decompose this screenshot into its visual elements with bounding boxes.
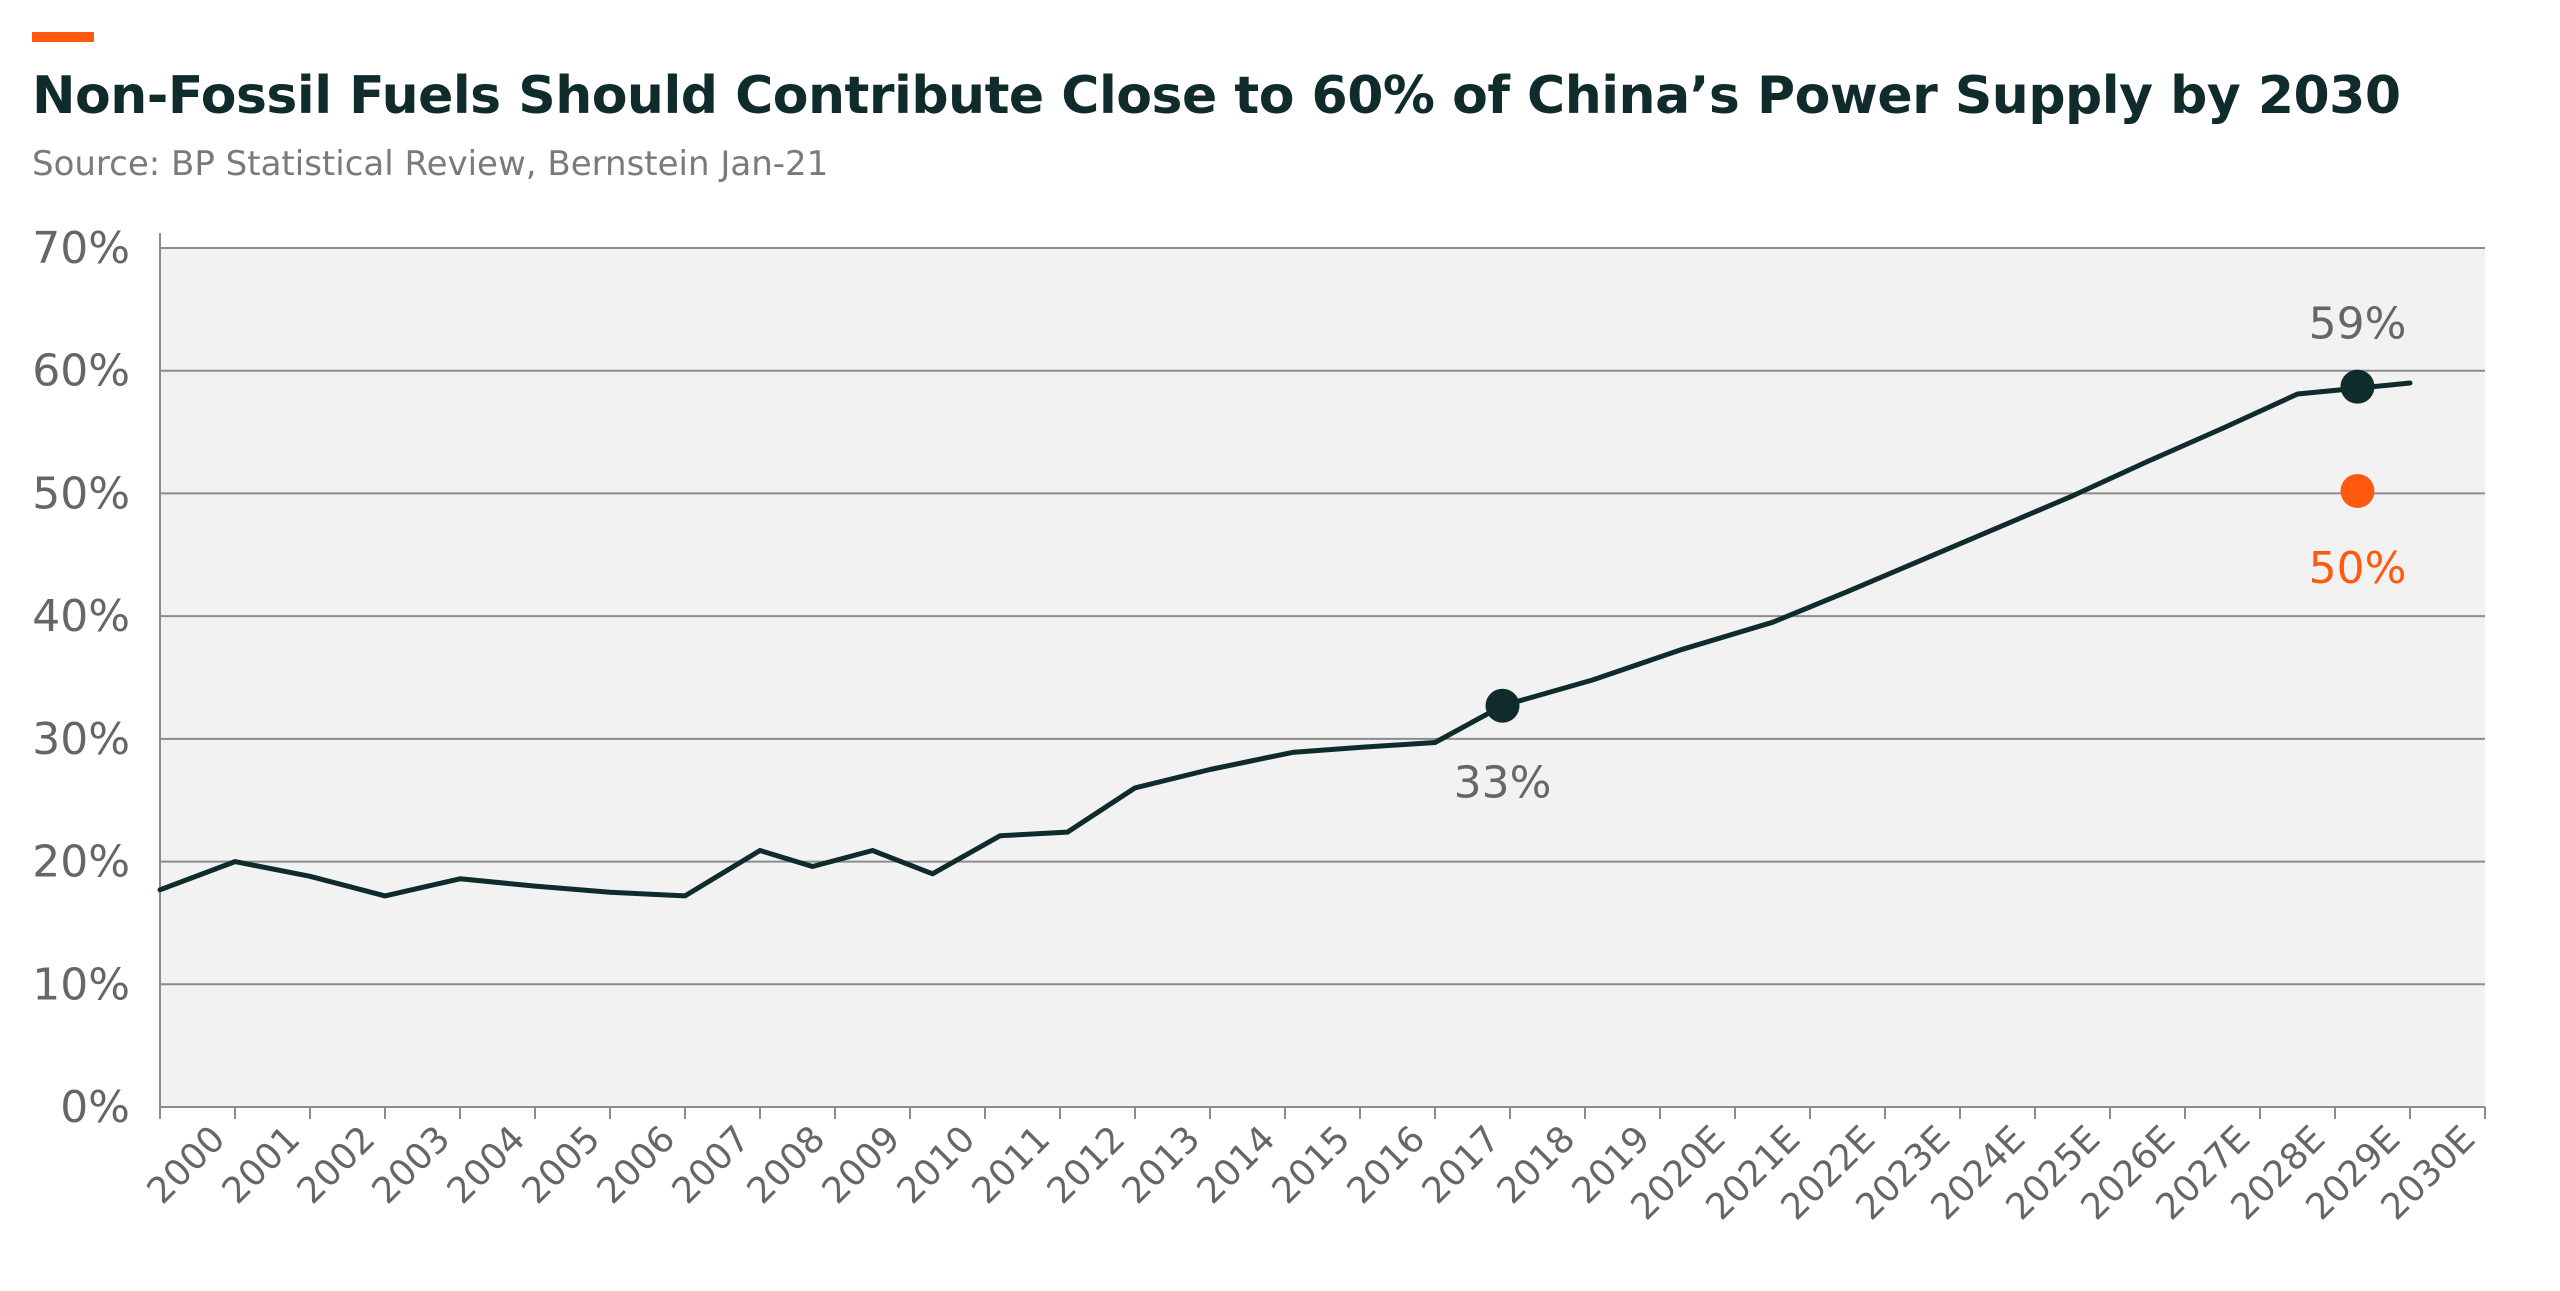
x-tick-label: 2011 xyxy=(965,1118,1059,1212)
y-axis-ticks: 0% 10% 20% 30% 40% 50% 60% 70% xyxy=(32,223,130,1133)
data-label: 50% xyxy=(2309,543,2407,594)
chart-title: Non-Fossil Fuels Should Contribute Close… xyxy=(32,66,2401,126)
chart-source: Source: BP Statistical Review, Bernstein… xyxy=(32,144,829,184)
data-point-marker xyxy=(2340,369,2375,404)
y-tick-label: 10% xyxy=(32,959,130,1010)
x-tick-label: 2016 xyxy=(1340,1118,1434,1212)
y-tick-label: 20% xyxy=(32,837,130,888)
annotation-layer: 33% 59% 50% xyxy=(1454,299,2407,809)
gridlines xyxy=(160,247,2485,1108)
x-tick-label: 2004 xyxy=(440,1118,534,1212)
x-tick-label: 2005 xyxy=(515,1118,609,1212)
x-tick-label: 2010 xyxy=(890,1118,984,1212)
x-tick-label: 2002 xyxy=(290,1118,384,1212)
axes xyxy=(159,233,2486,1119)
data-point-marker xyxy=(2340,473,2375,508)
x-tick-label: 2013 xyxy=(1115,1118,1209,1212)
x-tick-label: 2003 xyxy=(365,1118,459,1212)
y-tick-label: 70% xyxy=(32,223,130,274)
series-layer xyxy=(157,380,2413,899)
x-tick-label: 2009 xyxy=(815,1118,909,1212)
data-point-marker xyxy=(1485,688,1520,723)
plot-area xyxy=(160,248,2485,1107)
y-tick-label: 50% xyxy=(32,468,130,519)
y-tick-label: 0% xyxy=(60,1082,130,1133)
x-axis-ticks: 2000200120022003200420052006200720082009… xyxy=(140,1118,2484,1228)
y-tick-label: 60% xyxy=(32,346,130,397)
x-tick-label: 2008 xyxy=(740,1118,834,1212)
x-tick-label: 2018 xyxy=(1490,1118,1584,1212)
x-tick-label: 2017 xyxy=(1415,1118,1509,1212)
x-tick-label: 2014 xyxy=(1190,1118,1284,1212)
x-tick-label: 2012 xyxy=(1040,1118,1134,1212)
x-tick-label: 2015 xyxy=(1265,1118,1359,1212)
data-label: 33% xyxy=(1454,758,1552,809)
y-tick-label: 30% xyxy=(32,714,130,765)
series-line xyxy=(157,380,2413,899)
x-tick-label: 2006 xyxy=(590,1118,684,1212)
x-tick-label: 2000 xyxy=(140,1118,234,1212)
accent-bar xyxy=(32,32,94,42)
data-label: 59% xyxy=(2309,299,2407,350)
x-tick-label: 2001 xyxy=(215,1118,309,1212)
x-tick-label: 2007 xyxy=(665,1118,759,1212)
y-tick-label: 40% xyxy=(32,591,130,642)
